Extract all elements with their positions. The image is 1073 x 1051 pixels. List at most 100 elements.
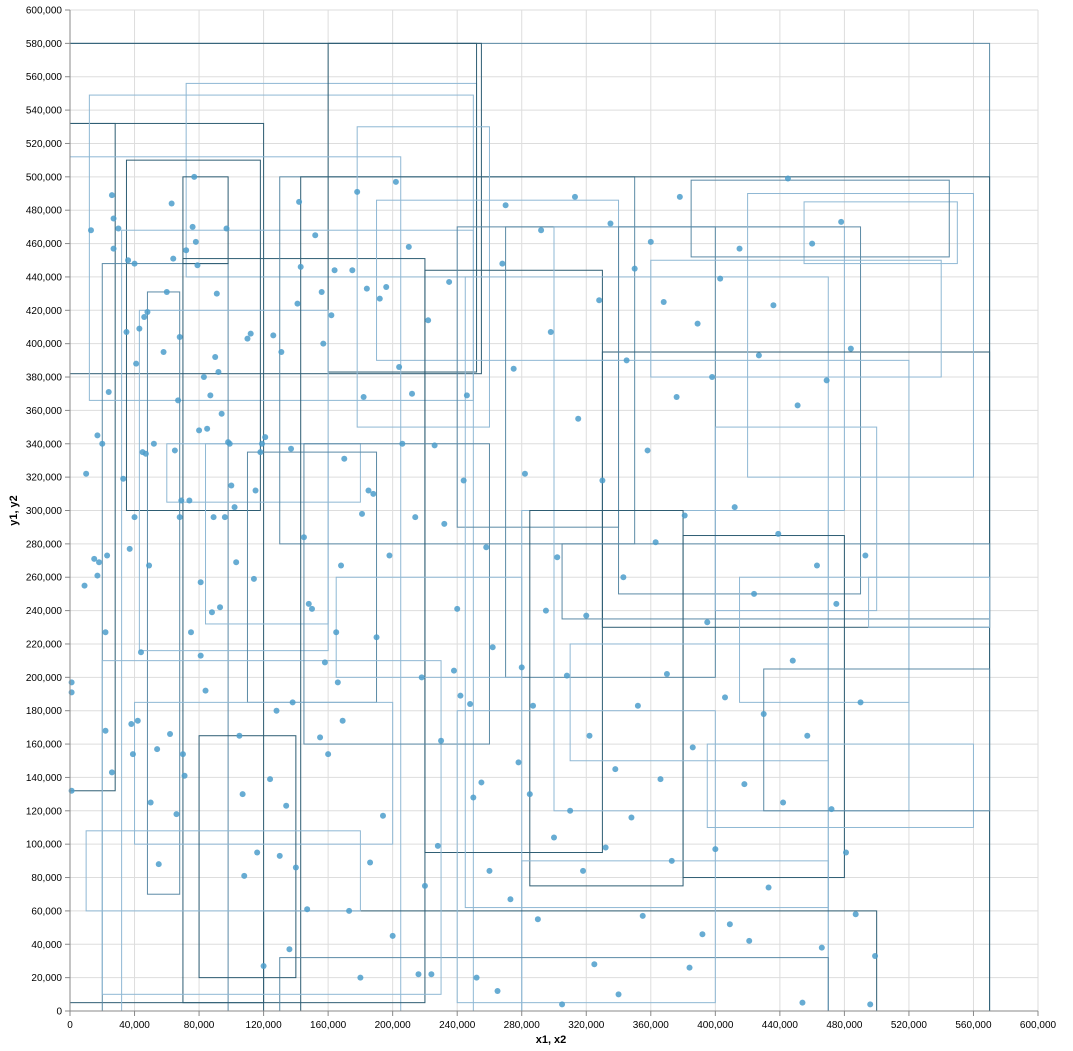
point-mark	[250, 575, 257, 582]
point-mark	[296, 198, 303, 205]
point-mark	[173, 811, 180, 818]
rect-mark	[456, 710, 716, 1004]
rect-mark	[146, 291, 181, 895]
point-mark	[221, 514, 228, 521]
point-mark	[596, 297, 603, 304]
rect-mark	[335, 576, 523, 678]
point-mark	[108, 192, 115, 199]
point-mark	[376, 295, 383, 302]
point-mark	[872, 952, 879, 959]
y-tick-label: 580,000	[26, 39, 63, 50]
y-tick-label: 160,000	[26, 740, 63, 751]
point-mark	[392, 178, 399, 185]
point-mark	[425, 317, 432, 324]
point-mark	[370, 490, 377, 497]
point-mark	[673, 394, 680, 401]
point-mark	[736, 245, 743, 252]
rect-mark	[198, 735, 297, 979]
point-mark	[704, 619, 711, 626]
point-mark	[359, 510, 366, 517]
point-mark	[181, 772, 188, 779]
point-mark	[304, 906, 311, 913]
point-mark	[623, 357, 630, 364]
point-mark	[233, 559, 240, 566]
rect-mark	[868, 576, 991, 628]
x-tick-label: 480,000	[826, 1020, 863, 1031]
point-mark	[262, 434, 269, 441]
point-mark	[273, 707, 280, 714]
rect-mark	[424, 269, 603, 854]
point-mark	[338, 562, 345, 569]
point-mark	[247, 330, 254, 337]
x-tick-label: 600,000	[1020, 1020, 1057, 1031]
point-mark	[105, 389, 112, 396]
point-mark	[317, 734, 324, 741]
point-mark	[270, 332, 277, 339]
point-mark	[217, 604, 224, 611]
point-mark	[239, 791, 246, 798]
point-mark	[208, 609, 215, 616]
point-mark	[551, 834, 557, 841]
point-mark	[318, 288, 325, 295]
point-mark	[373, 634, 380, 641]
point-mark	[731, 504, 738, 511]
y-tick-label: 480,000	[26, 206, 63, 217]
rect-mark	[185, 82, 478, 278]
point-mark	[146, 562, 153, 569]
point-mark	[602, 844, 609, 851]
point-mark	[709, 374, 716, 381]
point-mark	[502, 202, 509, 209]
point-mark	[586, 732, 593, 739]
rect-mark	[682, 535, 845, 879]
point-mark	[128, 721, 135, 728]
point-mark	[547, 328, 554, 335]
rect-mark	[303, 443, 490, 745]
point-mark	[278, 349, 285, 356]
point-mark	[241, 872, 248, 879]
point-mark	[571, 193, 578, 200]
x-tick-label: 200,000	[375, 1020, 412, 1031]
point-mark	[431, 442, 438, 449]
point-mark	[755, 352, 762, 359]
point-mark	[123, 328, 130, 335]
point-mark	[94, 432, 101, 439]
y-tick-label: 40,000	[31, 940, 62, 951]
x-tick-label: 320,000	[568, 1020, 605, 1031]
rect-mark	[650, 259, 942, 378]
point-mark	[168, 200, 175, 207]
y-tick-label: 440,000	[26, 272, 63, 283]
rect-mark	[763, 668, 991, 812]
point-mark	[155, 861, 162, 868]
point-mark	[454, 605, 461, 612]
point-mark	[305, 600, 312, 607]
point-mark	[857, 699, 864, 706]
point-mark	[176, 333, 183, 340]
point-mark	[518, 664, 525, 671]
point-mark	[818, 944, 825, 951]
point-mark	[334, 679, 341, 686]
point-mark	[681, 512, 688, 519]
point-mark	[538, 227, 545, 234]
point-mark	[125, 257, 132, 264]
point-mark	[260, 962, 267, 969]
point-mark	[346, 907, 353, 914]
y-tick-label: 260,000	[26, 573, 63, 584]
point-mark	[780, 799, 787, 806]
y-tick-label: 280,000	[26, 539, 63, 550]
point-mark	[634, 702, 641, 709]
point-mark	[186, 497, 193, 504]
point-mark	[341, 455, 348, 462]
point-mark	[160, 349, 167, 356]
point-mark	[765, 884, 772, 891]
point-mark	[389, 932, 396, 939]
rect-mark	[529, 510, 684, 887]
point-mark	[170, 255, 177, 262]
point-mark	[686, 964, 693, 971]
y-tick-label: 20,000	[31, 973, 62, 984]
rect-mark	[561, 543, 991, 620]
point-mark	[563, 672, 570, 679]
point-mark	[223, 225, 230, 232]
rect-mark	[553, 359, 910, 812]
point-mark	[415, 971, 422, 978]
